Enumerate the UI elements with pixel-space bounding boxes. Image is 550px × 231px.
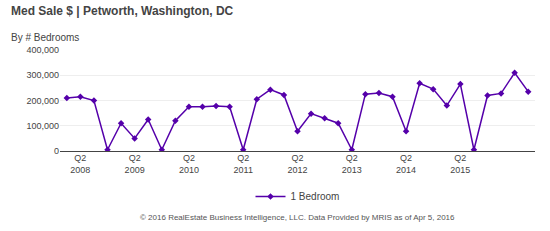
svg-text:0: 0 <box>54 146 59 156</box>
svg-text:100,000: 100,000 <box>26 121 59 131</box>
svg-text:200,000: 200,000 <box>26 96 59 106</box>
svg-text:Q22013: Q22013 <box>342 153 362 175</box>
svg-text:Q22012: Q22012 <box>287 153 307 175</box>
svg-text:Q22015: Q22015 <box>450 153 470 175</box>
svg-text:300,000: 300,000 <box>26 70 59 80</box>
svg-text:Q22011: Q22011 <box>234 153 253 175</box>
svg-text:1 Bedroom: 1 Bedroom <box>291 191 340 202</box>
svg-text:Q22008: Q22008 <box>70 153 90 175</box>
svg-text:© 2016 RealEstate Business Int: © 2016 RealEstate Business Intelligence,… <box>140 213 455 222</box>
svg-text:400,000: 400,000 <box>26 45 59 55</box>
svg-text:Med Sale $ | Petworth, Washing: Med Sale $ | Petworth, Washington, DC <box>11 4 234 18</box>
svg-text:Q22010: Q22010 <box>179 153 199 175</box>
svg-text:Q22009: Q22009 <box>125 153 145 175</box>
svg-text:By # Bedrooms: By # Bedrooms <box>11 32 79 43</box>
svg-text:Q22014: Q22014 <box>396 153 416 175</box>
